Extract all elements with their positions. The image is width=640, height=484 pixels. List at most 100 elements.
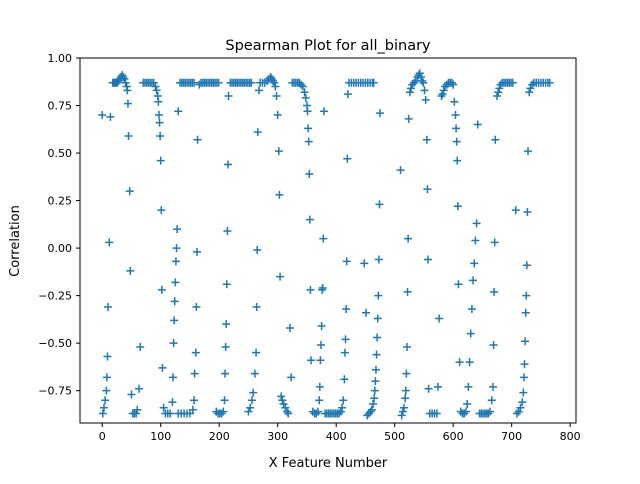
data-point <box>101 396 110 405</box>
data-point <box>172 244 181 253</box>
data-point <box>316 341 325 350</box>
data-point <box>423 185 432 194</box>
data-point <box>222 320 231 329</box>
data-point <box>489 341 498 350</box>
data-point <box>221 342 230 351</box>
data-point <box>487 396 496 405</box>
data-point <box>306 285 315 294</box>
data-point <box>449 80 458 89</box>
data-point <box>284 409 293 418</box>
data-point <box>195 80 204 89</box>
data-point <box>372 350 381 359</box>
data-point <box>275 190 284 199</box>
data-point <box>271 82 280 91</box>
data-point <box>404 114 413 123</box>
data-point <box>106 112 115 121</box>
data-point <box>466 329 475 338</box>
data-point <box>166 409 175 418</box>
data-point <box>132 409 141 418</box>
data-point <box>315 396 324 405</box>
data-point <box>126 266 135 275</box>
data-point <box>401 394 410 403</box>
data-point <box>300 88 309 97</box>
data-point <box>152 86 161 95</box>
data-point <box>253 246 262 255</box>
data-point <box>149 78 158 87</box>
y-axis-ticks: −0.75 −0.50 −0.25 0.00 0.25 0.50 0.75 1.00 <box>38 52 80 398</box>
x-tick-label: 300 <box>267 430 288 443</box>
data-point <box>369 78 378 87</box>
data-point <box>312 409 321 418</box>
data-point <box>169 373 177 382</box>
data-point <box>254 86 263 95</box>
data-point <box>450 97 459 106</box>
data-point <box>417 73 425 82</box>
data-point <box>190 369 199 378</box>
x-axis-ticks: 0 100 200 300 400 500 600 700 800 <box>99 423 581 443</box>
data-point <box>214 78 223 87</box>
data-point <box>367 405 376 414</box>
data-point <box>360 259 369 268</box>
data-point <box>174 107 183 116</box>
data-point <box>374 255 383 264</box>
data-point <box>433 382 442 391</box>
data-point <box>508 78 517 87</box>
y-tick-label: 0.50 <box>48 147 73 160</box>
data-point <box>104 303 113 312</box>
data-point <box>336 407 345 416</box>
x-axis-label: X Feature Number <box>269 456 388 471</box>
data-point <box>301 93 310 102</box>
data-point <box>219 407 228 416</box>
data-point <box>298 82 307 91</box>
data-point <box>493 92 502 101</box>
data-point <box>277 392 286 401</box>
data-point <box>314 407 323 416</box>
data-point <box>496 80 505 89</box>
data-point <box>244 407 253 416</box>
data-point <box>490 287 499 296</box>
data-point <box>471 236 480 245</box>
data-point <box>155 118 164 127</box>
data-point <box>397 411 406 420</box>
data-point <box>374 291 383 300</box>
data-point <box>424 255 433 264</box>
data-point <box>121 78 130 87</box>
data-point <box>154 111 163 120</box>
data-point <box>303 107 312 116</box>
data-point <box>247 396 256 405</box>
data-point <box>371 365 380 374</box>
data-point <box>494 88 503 97</box>
data-point <box>402 342 411 351</box>
data-point <box>488 382 497 391</box>
data-point <box>419 78 428 87</box>
data-point <box>341 335 350 344</box>
plot-frame <box>79 57 577 424</box>
data-point <box>319 107 328 116</box>
data-point <box>545 78 554 87</box>
data-point <box>519 388 528 397</box>
data-point <box>120 74 129 83</box>
data-point <box>373 333 382 342</box>
x-tick-label: 700 <box>501 430 522 443</box>
data-point <box>421 95 430 104</box>
data-point <box>363 411 372 420</box>
data-point <box>125 187 134 196</box>
data-point <box>437 92 446 101</box>
data-point <box>401 386 410 395</box>
data-point <box>304 137 313 146</box>
y-tick-label: 0.75 <box>48 100 73 113</box>
data-point <box>370 394 379 403</box>
data-point <box>408 80 417 89</box>
data-point <box>171 278 180 287</box>
data-point <box>191 348 200 357</box>
data-point <box>491 135 500 144</box>
data-point <box>439 86 448 95</box>
data-point <box>305 215 314 224</box>
data-point <box>222 280 231 289</box>
data-point <box>224 92 233 101</box>
data-point <box>295 78 304 87</box>
data-point <box>422 135 431 144</box>
data-point <box>454 280 463 289</box>
